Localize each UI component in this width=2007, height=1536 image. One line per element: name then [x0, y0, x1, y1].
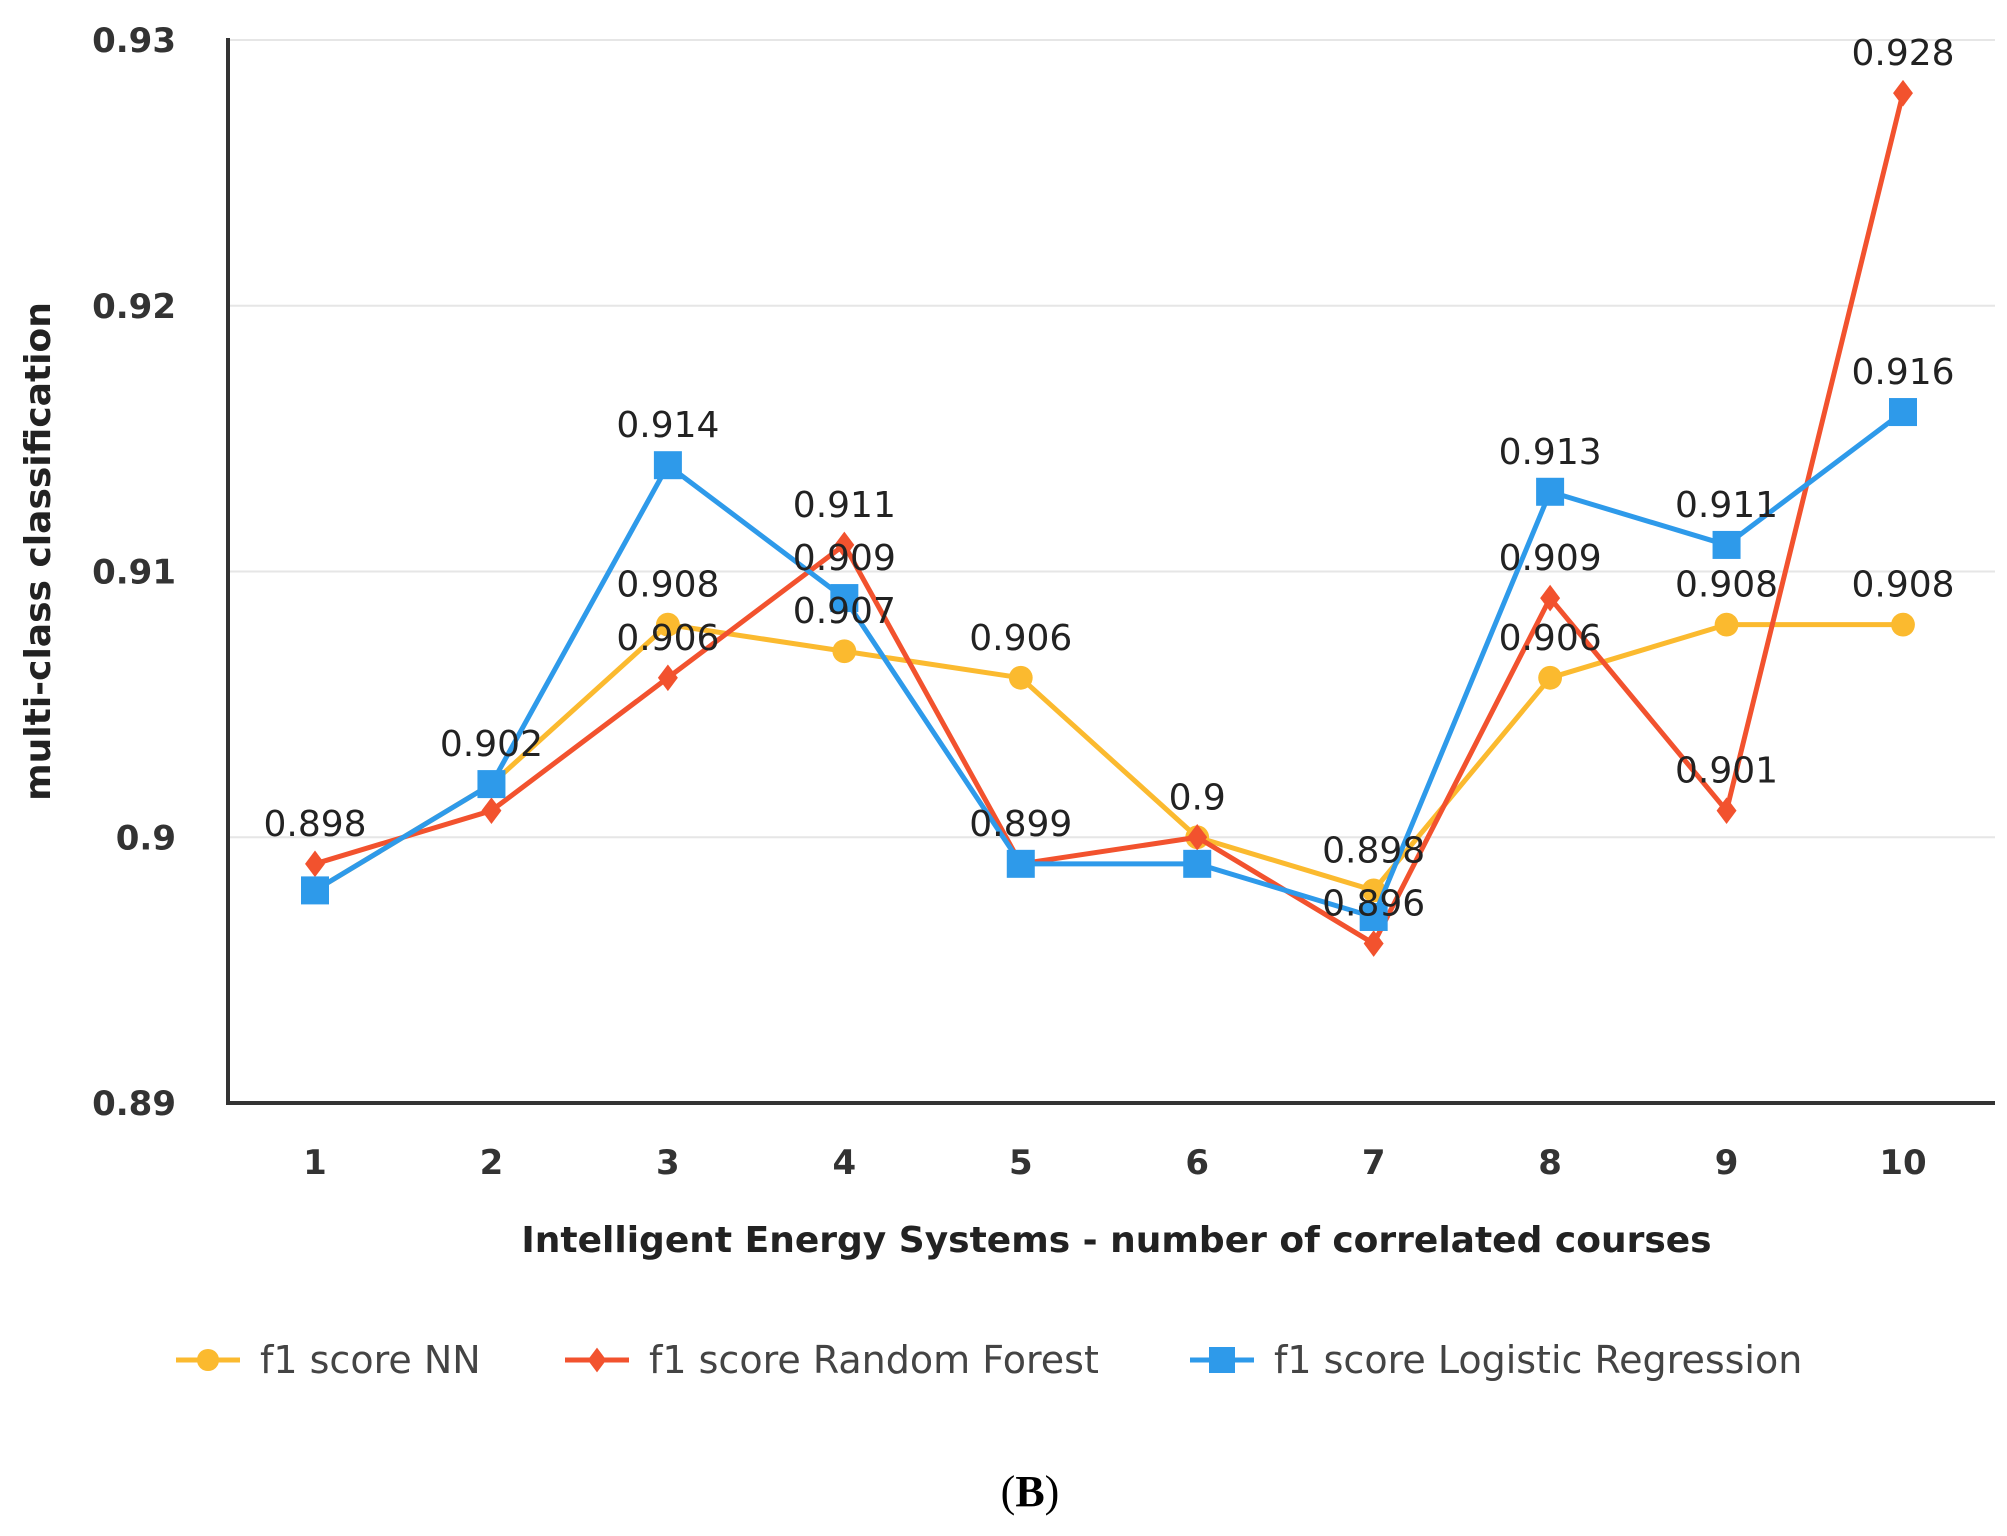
- data-label: 0.906: [969, 618, 1072, 659]
- x-tick-label: 10: [1879, 1143, 1926, 1183]
- data-label: 0.907: [793, 591, 896, 632]
- x-tick-label: 1: [303, 1143, 327, 1183]
- legend-item: f1 score NN: [176, 1338, 481, 1382]
- gridlines: [228, 39, 1995, 839]
- data-label: 0.916: [1851, 352, 1954, 393]
- data-point: [1893, 79, 1913, 107]
- series-line: [313, 622, 1903, 893]
- data-point: [830, 584, 859, 613]
- y-tick-label: 0.93: [92, 21, 176, 61]
- x-tick-label: 5: [1009, 1143, 1033, 1183]
- data-point: [1716, 797, 1737, 824]
- x-tick-label: 9: [1715, 1143, 1739, 1183]
- x-axis-title: Intelligent Energy Systems - number of c…: [521, 1220, 1711, 1261]
- data-point: [1359, 902, 1388, 931]
- x-tick-label: 3: [656, 1143, 680, 1183]
- data-point: [1183, 849, 1212, 878]
- data-point: [301, 876, 329, 905]
- data-label: 0.899: [969, 804, 1072, 845]
- data-label: 0.908: [1675, 565, 1778, 606]
- y-tick-label: 0.91: [92, 553, 176, 593]
- y-tick-label: 0.92: [92, 287, 176, 327]
- data-point: [653, 451, 682, 480]
- legend-label: f1 score NN: [260, 1338, 481, 1382]
- legend-label: f1 score Logistic Regression: [1274, 1338, 1802, 1382]
- legend: f1 score NN f1 score Random Forest f1 scor…: [176, 1338, 1802, 1382]
- data-label: 0.913: [1499, 432, 1602, 473]
- data-point: [1540, 584, 1561, 612]
- data-labels: 0.908 0.907 0.906 0.9 0.898 0.906 0.908 0.908 0.…: [263, 33, 1954, 924]
- series-layer: [301, 79, 1917, 957]
- figure-caption: (B): [1001, 1467, 1060, 1516]
- data-point: [1006, 849, 1035, 878]
- caption-open-paren: (: [1001, 1467, 1016, 1516]
- series-f1-score-logistic-regression: [301, 398, 1917, 931]
- legend-item: f1 score Random Forest: [565, 1338, 1099, 1382]
- data-label: 0.898: [1322, 830, 1425, 871]
- legend-label: f1 score Random Forest: [649, 1338, 1099, 1382]
- data-point: [587, 1347, 607, 1373]
- data-label: 0.901: [1675, 751, 1778, 792]
- data-label: 0.911: [1675, 485, 1778, 526]
- data-point: [481, 797, 502, 824]
- data-point: [834, 531, 855, 559]
- series-f1-score-nn: [303, 612, 1915, 903]
- data-point: [1891, 612, 1915, 637]
- data-label: 0.902: [440, 724, 543, 765]
- x-tick-label: 6: [1185, 1143, 1209, 1183]
- series-line: [313, 410, 1905, 920]
- data-label: 0.909: [1499, 538, 1602, 579]
- series-f1-score-random-forest: [305, 79, 1913, 957]
- data-point: [305, 850, 325, 878]
- data-point: [1538, 665, 1563, 690]
- y-tick-label: 0.9: [116, 818, 176, 858]
- data-point: [1712, 530, 1741, 559]
- data-point: [832, 639, 857, 664]
- data-point: [1889, 398, 1917, 427]
- data-point: [196, 1348, 220, 1372]
- caption-close-paren: ): [1045, 1467, 1060, 1516]
- data-point: [477, 770, 506, 799]
- data-label: 0.906: [616, 618, 719, 659]
- data-label: 0.914: [616, 405, 719, 446]
- data-label: 0.896: [1322, 884, 1425, 925]
- data-point: [655, 612, 680, 637]
- data-label: 0.928: [1851, 33, 1954, 74]
- x-tick-label: 8: [1538, 1143, 1562, 1183]
- y-axis-ticks: 0.89 0.9 0.91 0.92 0.93: [92, 21, 176, 1124]
- caption-letter: B: [1015, 1467, 1044, 1516]
- y-axis-title: multi-class classification: [18, 302, 59, 801]
- legend-item: f1 score Logistic Regression: [1190, 1338, 1802, 1382]
- data-label: 0.908: [1851, 565, 1954, 606]
- data-point: [1714, 612, 1739, 637]
- x-axis-ticks: 1 2 3 4 5 6 7 8 9 10: [303, 1143, 1927, 1183]
- data-point: [1536, 477, 1565, 506]
- data-point: [1187, 823, 1208, 851]
- data-label: 0.909: [793, 538, 896, 579]
- data-point: [657, 664, 678, 692]
- data-label: 0.9: [1169, 777, 1226, 818]
- data-label: 0.908: [616, 565, 719, 606]
- data-point: [1008, 665, 1033, 690]
- series-line: [314, 92, 1906, 947]
- data-point: [1209, 1347, 1235, 1373]
- x-tick-label: 7: [1362, 1143, 1386, 1183]
- x-tick-label: 4: [832, 1143, 856, 1183]
- data-label: 0.911: [793, 485, 896, 526]
- data-label: 0.898: [263, 804, 366, 845]
- y-tick-label: 0.89: [92, 1084, 176, 1124]
- data-point: [1363, 930, 1384, 957]
- x-tick-label: 2: [480, 1143, 504, 1183]
- data-label: 0.906: [1499, 618, 1602, 659]
